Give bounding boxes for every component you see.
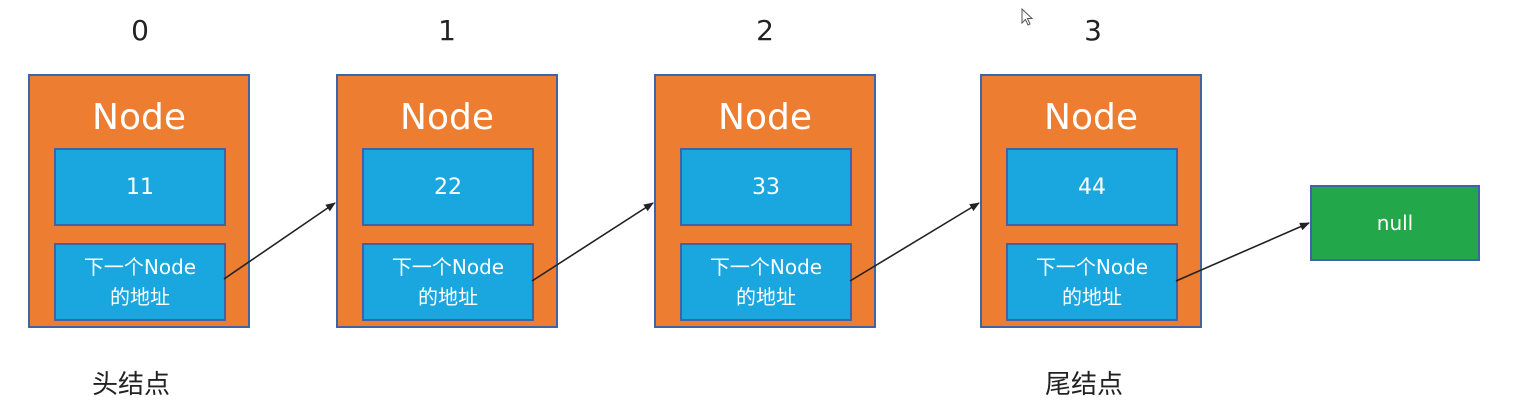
node-next-address: 下一个Node 的地址 bbox=[362, 243, 534, 321]
node-1: Node 22 下一个Node 的地址 bbox=[336, 74, 558, 328]
node-2: Node 33 下一个Node 的地址 bbox=[654, 74, 876, 328]
tail-node-caption: 尾结点 bbox=[1045, 370, 1124, 400]
node-0: Node 11 下一个Node 的地址 bbox=[28, 74, 250, 328]
arrow-0-to-1 bbox=[223, 202, 336, 280]
node-next-address: 下一个Node 的地址 bbox=[680, 243, 852, 321]
node-title: Node bbox=[400, 97, 494, 138]
index-0: 0 bbox=[131, 14, 149, 47]
node-next-address: 下一个Node 的地址 bbox=[1006, 243, 1178, 321]
arrow-1-to-2 bbox=[531, 202, 654, 282]
node-next-address: 下一个Node 的地址 bbox=[54, 243, 226, 321]
index-1: 1 bbox=[438, 14, 456, 47]
node-3: Node 44 下一个Node 的地址 bbox=[980, 74, 1202, 328]
node-value: 22 bbox=[362, 148, 534, 226]
null-terminator: null bbox=[1310, 185, 1480, 261]
node-title: Node bbox=[1044, 97, 1138, 138]
node-value: 11 bbox=[54, 148, 226, 226]
index-2: 2 bbox=[756, 14, 774, 47]
node-value: 33 bbox=[680, 148, 852, 226]
arrow-3-to-null bbox=[1175, 222, 1310, 282]
arrow-2-to-3 bbox=[849, 202, 980, 282]
node-title: Node bbox=[92, 97, 186, 138]
mouse-cursor-icon bbox=[1021, 8, 1034, 26]
node-value: 44 bbox=[1006, 148, 1178, 226]
node-title: Node bbox=[718, 97, 812, 138]
index-3: 3 bbox=[1084, 14, 1102, 47]
head-node-caption: 头结点 bbox=[92, 370, 171, 400]
